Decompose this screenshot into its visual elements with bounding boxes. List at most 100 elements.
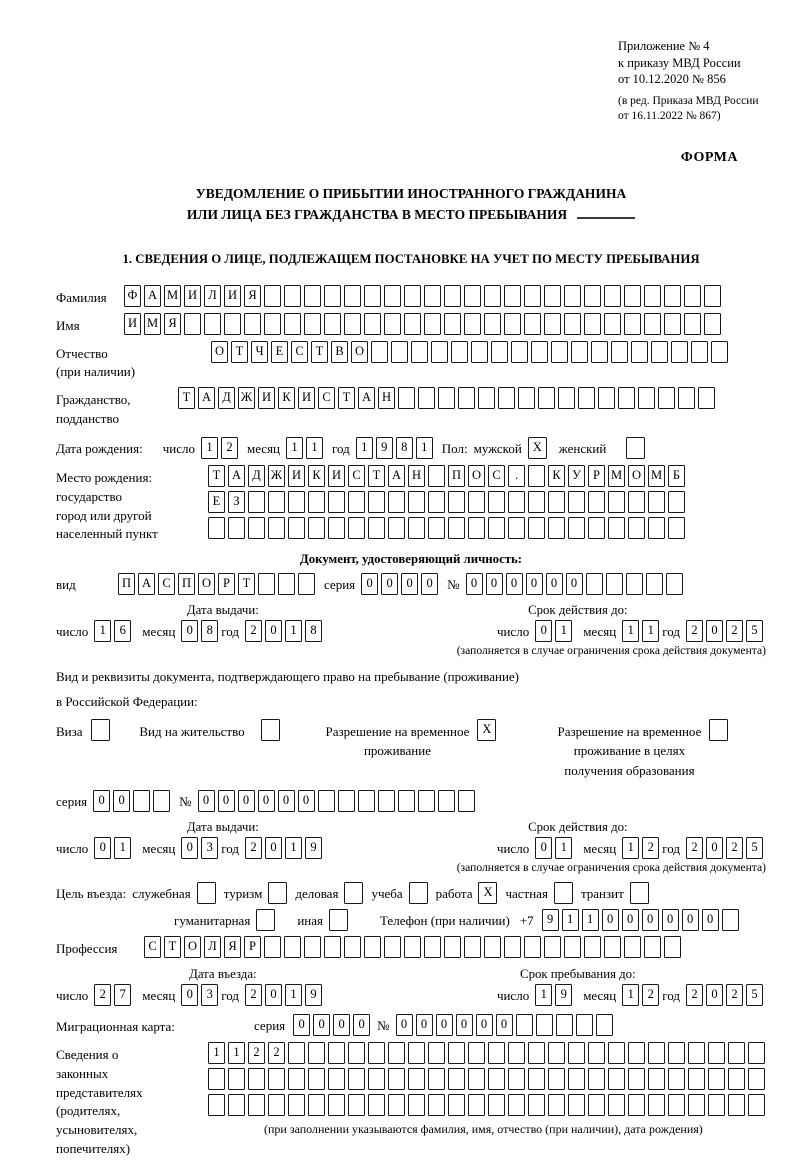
- sex-female-label: женский: [558, 440, 607, 456]
- residence-series-label: серия: [56, 794, 88, 810]
- representatives-label: Сведения о законных представителях (роди…: [56, 1046, 143, 1157]
- title-underline: [577, 216, 636, 219]
- validity-note: (заполняется в случае ограничения срока …: [456, 644, 766, 658]
- patronymic-label: Отчество (при наличии): [56, 345, 136, 380]
- checkbox-private[interactable]: [553, 882, 573, 905]
- month-label: месяц: [246, 440, 281, 456]
- doc-series-label: серия: [324, 577, 356, 593]
- checkbox-temp-residence-education[interactable]: [709, 718, 729, 741]
- option-visa: Виза: [56, 718, 139, 742]
- representatives-note: (при заполнении указываются фамилия, имя…: [264, 1121, 703, 1136]
- checkbox-male[interactable]: X: [527, 436, 547, 459]
- validity-note-2: (заполняется в случае ограничения срока …: [456, 861, 766, 875]
- checkbox-other-purpose[interactable]: [328, 909, 348, 932]
- residence-doc-intro: Вид и реквизиты документа, подтверждающе…: [56, 669, 520, 709]
- checkbox-temp-residence[interactable]: X: [477, 718, 497, 741]
- surname-label: Фамилия: [56, 289, 107, 305]
- title-line1: УВЕДОМЛЕНИЕ О ПРИБЫТИИ ИНОСТРАННОГО ГРАЖ…: [195, 186, 627, 201]
- purpose-label: Цель въезда:: [56, 886, 127, 902]
- option-temp-residence-education: Разрешение на временное проживание в цел…: [558, 718, 766, 781]
- issue-date-heading: Дата выдачи:: [186, 603, 259, 618]
- appendix-line: Приложение № 4: [618, 39, 710, 53]
- checkbox-tourism[interactable]: [268, 882, 288, 905]
- title-line2: ИЛИ ЛИЦА БЕЗ ГРАЖДАНСТВА В МЕСТО ПРЕБЫВА…: [186, 206, 568, 222]
- citizenship-label: Гражданство, подданство: [56, 392, 131, 427]
- phone-label: Телефон (при наличии): [379, 913, 510, 929]
- checkbox-study[interactable]: [408, 882, 428, 905]
- checkbox-business[interactable]: [344, 882, 364, 905]
- checkbox-visa[interactable]: [90, 718, 110, 741]
- doc-kind-label: вид: [56, 577, 76, 593]
- sex-male-label: мужской: [473, 440, 522, 456]
- migration-card-label: Миграционная карта:: [56, 1019, 175, 1034]
- checkbox-transit[interactable]: [629, 882, 649, 905]
- birth-place-row: Место рождения: государство город или др…: [56, 464, 766, 544]
- checkbox-official[interactable]: [196, 882, 216, 905]
- sex-label: Пол:: [441, 440, 468, 456]
- checkbox-humanitarian[interactable]: [256, 909, 276, 932]
- birth-place-line3-input[interactable]: [208, 516, 688, 539]
- appendix-block: Приложение № 4 к приказу МВД России от 1…: [618, 38, 759, 124]
- representatives-line3-input[interactable]: [208, 1093, 768, 1116]
- migration-number-label: №: [377, 1018, 390, 1033]
- representatives-row: Сведения о законных представителях (роди…: [56, 1041, 768, 1159]
- birth-place-label: Место рождения: государство город или др…: [56, 469, 158, 542]
- day-label: число: [162, 440, 195, 456]
- representatives-line2-input[interactable]: [208, 1067, 768, 1090]
- checkbox-residence-permit[interactable]: [260, 718, 280, 741]
- checkbox-female[interactable]: [626, 436, 646, 459]
- checkbox-work[interactable]: X: [478, 882, 498, 905]
- appendix-line: от 10.12.2020 № 856: [618, 72, 726, 86]
- profession-label: Профессия: [56, 941, 118, 957]
- edition-line: (в ред. Приказа МВД России: [618, 94, 759, 107]
